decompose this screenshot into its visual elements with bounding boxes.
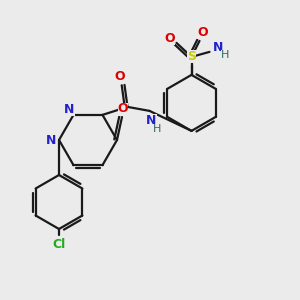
Text: N: N xyxy=(146,114,157,128)
Text: O: O xyxy=(114,70,125,83)
Text: O: O xyxy=(197,26,208,39)
Text: N: N xyxy=(213,41,224,54)
Text: N: N xyxy=(64,103,75,116)
Text: O: O xyxy=(164,32,175,45)
Text: H: H xyxy=(153,124,162,134)
Text: S: S xyxy=(187,50,196,63)
Text: H: H xyxy=(221,50,230,60)
Text: O: O xyxy=(118,103,128,116)
Text: N: N xyxy=(46,134,56,146)
Text: Cl: Cl xyxy=(52,238,66,250)
